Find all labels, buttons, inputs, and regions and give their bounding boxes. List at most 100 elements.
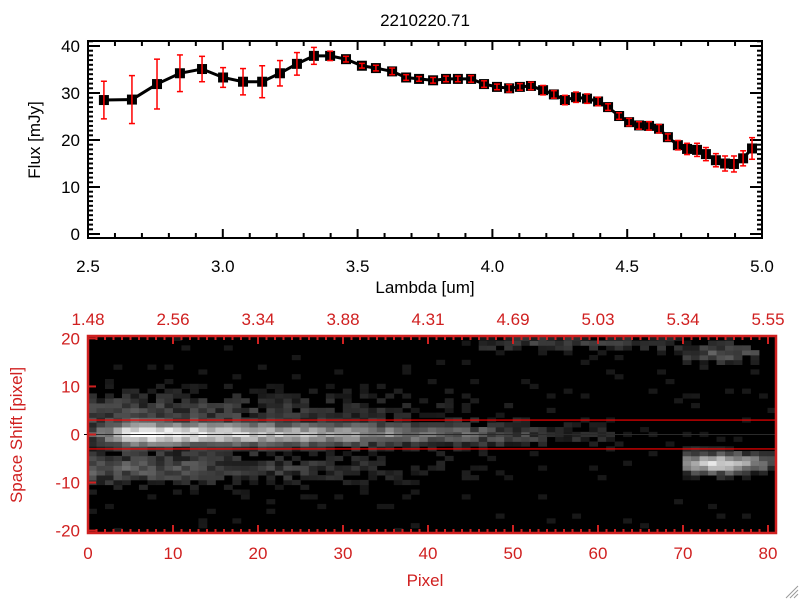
image-pixel bbox=[521, 340, 531, 346]
image-pixel bbox=[88, 451, 97, 457]
x-tick-label: 3.0 bbox=[211, 257, 235, 276]
spectrum-plot: 2.5 3.0 3.5 4.0 4.5 5.0 0 10 20 30 40 Lambda [um] Fl… bbox=[25, 37, 774, 297]
image-pixel bbox=[580, 359, 590, 365]
image-pixel bbox=[682, 460, 692, 466]
image-pixel bbox=[189, 422, 199, 428]
image-pixel bbox=[96, 407, 106, 414]
image-pixel bbox=[674, 350, 683, 356]
image-pixel bbox=[266, 499, 276, 505]
image-pixel bbox=[257, 427, 267, 433]
image-pixel bbox=[96, 470, 106, 476]
image-pixel bbox=[266, 393, 276, 399]
image-pixel bbox=[206, 460, 216, 466]
chart-title: 2210220.71 bbox=[380, 11, 470, 30]
image-pixel bbox=[725, 460, 734, 466]
image-pixel bbox=[198, 460, 208, 466]
image-pixel bbox=[300, 460, 310, 466]
image-pixel bbox=[359, 393, 369, 399]
image-pixel bbox=[708, 460, 717, 466]
image-pixel bbox=[504, 475, 514, 481]
image-pixel bbox=[368, 412, 378, 418]
image-pixel bbox=[96, 460, 106, 466]
image-pixel bbox=[130, 388, 140, 394]
image-pixel bbox=[376, 383, 386, 390]
image-pixel bbox=[274, 388, 284, 394]
image-pixel bbox=[750, 451, 760, 457]
image-pixel bbox=[342, 407, 352, 414]
image-pixel bbox=[181, 407, 191, 414]
image-pixel bbox=[206, 508, 216, 514]
image-pixel bbox=[232, 460, 242, 466]
image-pixel bbox=[138, 451, 148, 457]
image-pixel bbox=[257, 398, 267, 404]
image-pixel bbox=[419, 412, 429, 418]
image-pixel bbox=[147, 388, 157, 394]
image-pixel bbox=[461, 393, 471, 399]
image-pixel bbox=[325, 436, 335, 442]
image-pixel bbox=[521, 441, 531, 447]
error-bar bbox=[722, 155, 729, 172]
image-pixel bbox=[266, 465, 276, 471]
image-pixel bbox=[189, 403, 199, 409]
image-pixel bbox=[538, 350, 548, 356]
image-pixel bbox=[691, 345, 700, 351]
resize-grip-icon[interactable] bbox=[785, 585, 799, 599]
y-tick-label: 20 bbox=[61, 131, 80, 150]
image-pixel bbox=[334, 441, 344, 447]
image-pixel bbox=[504, 441, 514, 447]
image-pixel bbox=[283, 398, 293, 404]
image-pixel bbox=[436, 403, 446, 409]
image-pixel bbox=[410, 441, 420, 447]
image-pixel bbox=[198, 465, 208, 471]
image-pixel bbox=[181, 422, 191, 428]
image-pixel bbox=[368, 451, 378, 457]
image-pixel bbox=[104, 403, 114, 409]
image-pixel bbox=[750, 460, 760, 466]
y-tick-label: -10 bbox=[55, 474, 80, 493]
image-pixel bbox=[249, 465, 259, 471]
image-pixel bbox=[147, 422, 157, 428]
image-pixel bbox=[266, 479, 276, 486]
image-pixel bbox=[88, 412, 97, 418]
image-pixel bbox=[495, 436, 505, 442]
image-pixel bbox=[138, 407, 148, 414]
image-pixel bbox=[538, 335, 548, 341]
image-pixel bbox=[121, 465, 131, 471]
image-pixel bbox=[266, 436, 276, 442]
image-pixel bbox=[504, 340, 514, 346]
image-pixel bbox=[402, 436, 412, 442]
image-pixel bbox=[334, 494, 344, 500]
image-pixel bbox=[113, 422, 123, 428]
image-pixel bbox=[555, 335, 565, 341]
error-bar bbox=[572, 91, 579, 104]
image-pixel bbox=[147, 427, 157, 433]
image-pixel bbox=[606, 335, 616, 341]
image-pixel bbox=[223, 460, 233, 466]
image-pixel bbox=[172, 407, 182, 414]
y-tick-label: -20 bbox=[55, 522, 80, 541]
error-bar bbox=[293, 51, 300, 76]
image-pixel bbox=[716, 340, 726, 346]
image-pixel bbox=[708, 350, 717, 356]
error-bar bbox=[276, 59, 283, 87]
image-pixel bbox=[300, 427, 310, 433]
image-pixel bbox=[614, 340, 624, 346]
image-pixel bbox=[606, 436, 616, 442]
image-pixel bbox=[121, 398, 131, 404]
image-pixel bbox=[155, 455, 165, 462]
image-pixel bbox=[699, 451, 709, 457]
image-pixel bbox=[138, 403, 148, 409]
image-pixel bbox=[699, 460, 709, 466]
image-pixel bbox=[402, 403, 412, 409]
image-pixel bbox=[665, 441, 675, 447]
image-pixel bbox=[419, 441, 429, 447]
image-pixel bbox=[716, 465, 726, 471]
image-pixel bbox=[240, 422, 250, 428]
image-pixel bbox=[223, 484, 233, 490]
image-pixel bbox=[682, 455, 692, 462]
image-pixel bbox=[393, 470, 403, 476]
image-pixel bbox=[385, 436, 395, 442]
error-bar bbox=[561, 94, 568, 106]
image-pixel bbox=[274, 470, 284, 476]
image-pixel bbox=[555, 340, 565, 346]
